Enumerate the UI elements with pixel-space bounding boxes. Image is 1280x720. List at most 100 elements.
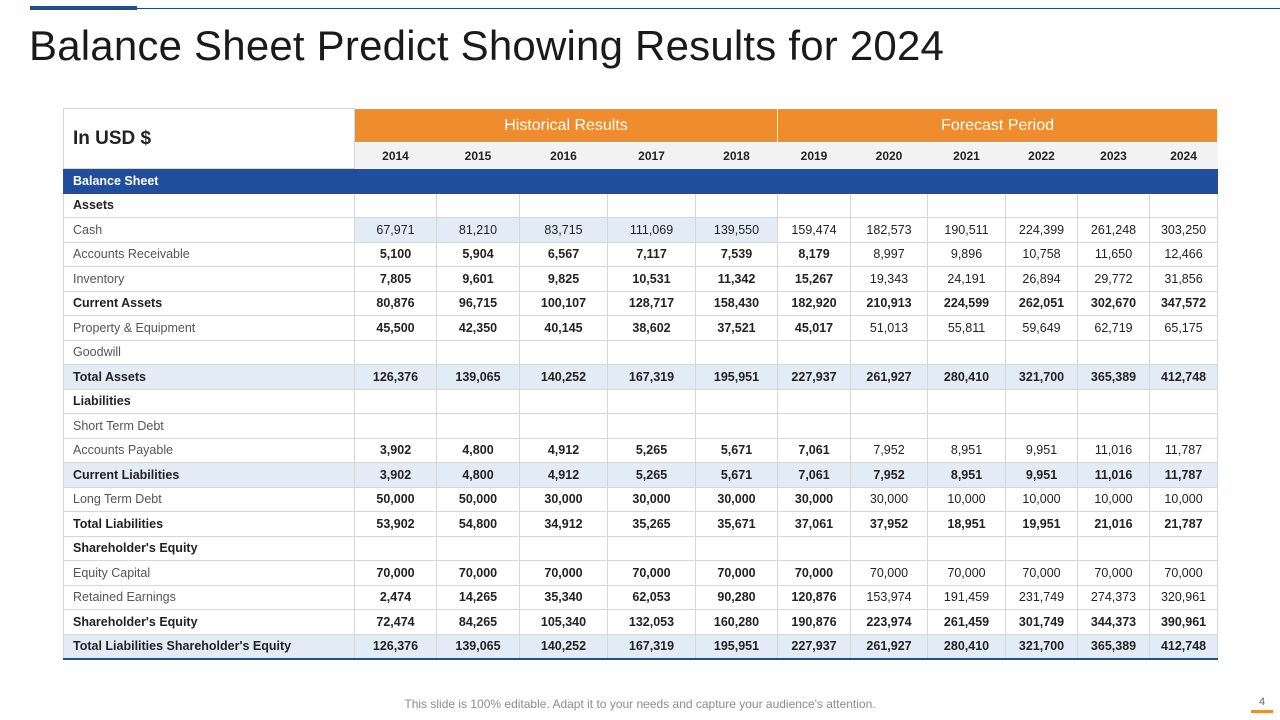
value-cell (694, 413, 779, 439)
value-cell: 100,107 (519, 290, 608, 316)
value-cell: 139,065 (436, 364, 520, 390)
value-cell (436, 192, 520, 218)
value-cell (1149, 413, 1219, 439)
value-cell (850, 413, 929, 439)
value-cell (1005, 339, 1079, 365)
value-cell (850, 192, 929, 218)
value-cell: 5,671 (694, 437, 779, 463)
value-cell: 81,210 (436, 217, 520, 243)
value-cell: 72,474 (354, 609, 437, 635)
row-label: Accounts Payable (63, 437, 355, 463)
value-cell: 5,671 (694, 462, 779, 488)
value-cell: 10,758 (1005, 241, 1079, 267)
value-cell: 15,267 (777, 266, 852, 292)
value-cell: 182,920 (777, 290, 852, 316)
table-row: Liabilities (63, 388, 1219, 414)
value-cell: 167,319 (607, 364, 696, 390)
value-cell: 70,000 (694, 560, 779, 586)
value-cell: 261,248 (1077, 217, 1151, 243)
value-cell (436, 339, 520, 365)
value-cell (1005, 192, 1079, 218)
value-cell: 8,951 (927, 462, 1007, 488)
year-header: 2015 (436, 142, 520, 169)
table-row: Accounts Payable 3,902 4,800 4,912 5,265 5,67… (63, 437, 1219, 463)
table-row: Property & Equipment 45,500 42,350 40,145 38… (63, 315, 1219, 341)
row-label: Retained Earnings (63, 584, 355, 610)
value-cell: 10,000 (1077, 486, 1151, 512)
section-label: Balance Sheet (63, 168, 355, 194)
value-cell: 9,825 (519, 266, 608, 292)
value-cell (354, 388, 437, 414)
value-cell: 321,700 (1005, 633, 1079, 660)
value-cell: 128,717 (607, 290, 696, 316)
value-cell: 7,952 (850, 437, 929, 463)
value-cell (1077, 192, 1151, 218)
value-cell: 227,937 (777, 633, 852, 660)
value-cell (1005, 388, 1079, 414)
value-cell: 35,671 (694, 511, 779, 537)
year-header: 2020 (850, 142, 929, 169)
value-cell: 365,389 (1077, 364, 1151, 390)
value-cell (1077, 388, 1151, 414)
value-cell: 344,373 (1077, 609, 1151, 635)
row-label: Liabilities (63, 388, 355, 414)
value-cell (927, 192, 1007, 218)
value-cell: 224,599 (927, 290, 1007, 316)
slide-title: Balance Sheet Predict Showing Results fo… (29, 22, 945, 69)
row-label: Inventory (63, 266, 355, 292)
value-cell: 11,016 (1077, 437, 1151, 463)
value-cell: 30,000 (519, 486, 608, 512)
value-cell (519, 192, 608, 218)
value-cell: 37,952 (850, 511, 929, 537)
value-cell: 11,650 (1077, 241, 1151, 267)
value-cell: 274,373 (1077, 584, 1151, 610)
value-cell: 83,715 (519, 217, 608, 243)
value-cell: 160,280 (694, 609, 779, 635)
table-row: Retained Earnings 2,474 14,265 35,340 62,053… (63, 584, 1219, 610)
value-cell: 42,350 (436, 315, 520, 341)
value-cell: 120,876 (777, 584, 852, 610)
value-cell: 9,896 (927, 241, 1007, 267)
value-cell: 40,145 (519, 315, 608, 341)
value-cell: 31,856 (1149, 266, 1219, 292)
value-cell: 4,800 (436, 437, 520, 463)
year-header: 2023 (1077, 142, 1151, 169)
value-cell: 223,974 (850, 609, 929, 635)
value-cell: 19,951 (1005, 511, 1079, 537)
value-cell (927, 535, 1007, 561)
value-cell (1077, 413, 1151, 439)
value-cell: 70,000 (1005, 560, 1079, 586)
value-cell: 126,376 (354, 364, 437, 390)
value-cell (607, 388, 696, 414)
value-cell (1005, 413, 1079, 439)
value-cell: 50,000 (354, 486, 437, 512)
value-cell: 70,000 (927, 560, 1007, 586)
value-cell: 96,715 (436, 290, 520, 316)
value-cell: 105,340 (519, 609, 608, 635)
value-cell: 65,175 (1149, 315, 1219, 341)
value-cell (607, 192, 696, 218)
value-cell: 320,961 (1149, 584, 1219, 610)
row-label: Shareholder's Equity (63, 609, 355, 635)
value-cell: 280,410 (927, 364, 1007, 390)
value-cell: 167,319 (607, 633, 696, 660)
value-cell: 30,000 (694, 486, 779, 512)
value-cell: 70,000 (1149, 560, 1219, 586)
value-cell: 21,016 (1077, 511, 1151, 537)
value-cell: 80,876 (354, 290, 437, 316)
currency-label: In USD $ (63, 108, 355, 169)
value-cell: 4,912 (519, 462, 608, 488)
value-cell (927, 388, 1007, 414)
historical-header: Historical Results (353, 108, 779, 143)
row-label: Current Assets (63, 290, 355, 316)
value-cell: 5,904 (436, 241, 520, 267)
value-cell (1077, 339, 1151, 365)
value-cell: 140,252 (519, 633, 608, 660)
row-label: Cash (63, 217, 355, 243)
value-cell: 62,053 (607, 584, 696, 610)
row-label: Total Assets (63, 364, 355, 390)
value-cell (519, 535, 608, 561)
table-row: Accounts Receivable 5,100 5,904 6,567 7,117 7… (63, 241, 1219, 267)
value-cell: 3,902 (354, 437, 437, 463)
value-cell: 210,913 (850, 290, 929, 316)
